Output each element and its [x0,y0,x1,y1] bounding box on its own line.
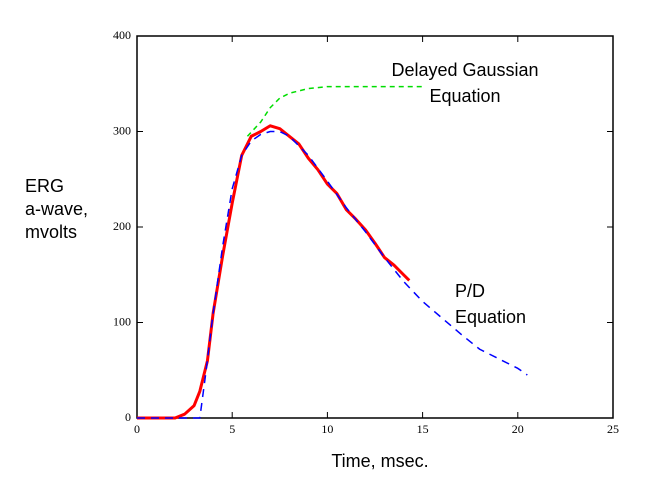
y-tick-label: 300 [113,123,131,137]
annotation: Equation [429,86,500,106]
y-axis-label: a-wave, [25,199,88,219]
x-tick-label: 5 [229,422,235,436]
x-axis-label: Time, msec. [331,451,428,471]
x-tick-label: 0 [134,422,140,436]
data-line [246,85,423,137]
x-tick-label: 25 [607,422,619,436]
y-tick-label: 400 [113,28,131,42]
annotation: P/D [455,281,485,301]
y-tick-label: 0 [125,410,131,424]
annotation: Delayed Gaussian [391,60,538,80]
y-axis-label: mvolts [25,222,77,242]
x-tick-label: 15 [417,422,429,436]
x-tick-label: 20 [512,422,524,436]
data-line [137,124,411,420]
x-tick-label: 10 [321,422,333,436]
y-axis-label: ERG [25,176,64,196]
y-tick-label: 100 [113,314,131,328]
y-tick-label: 200 [113,219,131,233]
annotation: Equation [455,307,526,327]
data-line [137,130,528,419]
